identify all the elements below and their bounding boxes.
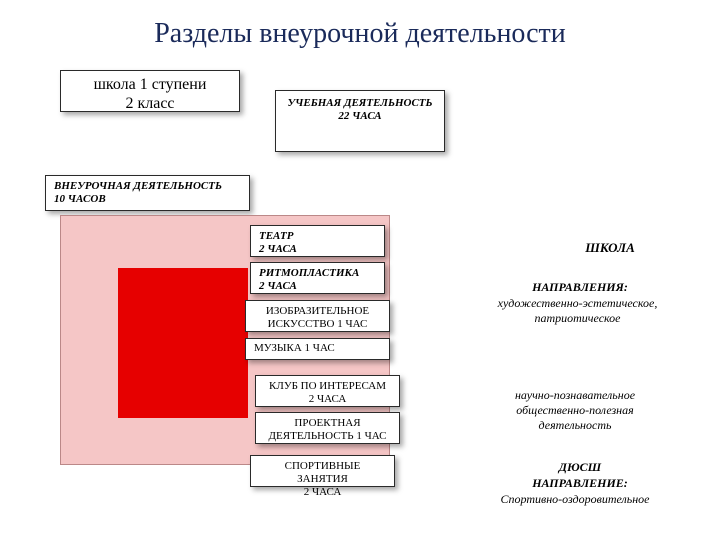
box-extracurricular: ВНЕУРОЧНАЯ ДЕЯТЕЛЬНОСТЬ 10 ЧАСОВ (45, 175, 250, 211)
item-sport: СПОРТИВНЫЕ ЗАНЯТИЯ 2 ЧАСА (250, 455, 395, 487)
box-study-line1: УЧЕБНАЯ ДЕЯТЕЛЬНОСТЬ (284, 97, 436, 110)
right-dir2c: деятельность (460, 418, 690, 433)
right-dir-label2: НАПРАВЛЕНИЕ: (480, 476, 680, 491)
box-extra-line1: ВНЕУРОЧНАЯ ДЕЯТЕЛЬНОСТЬ (54, 180, 241, 193)
right-sport-dir-text: Спортивно-оздоровительное (501, 492, 650, 506)
right-dir-block2: научно-познавательное общественно-полезн… (460, 388, 690, 433)
item-project-l2: ДЕЯТЕЛЬНОСТЬ 1 ЧАС (264, 430, 391, 443)
item-art-l2: ИСКУССТВО 1 ЧАС (254, 318, 381, 331)
item-rhythm-l1: РИТМОПЛАСТИКА (259, 267, 376, 280)
right-dyussh-text: ДЮСШ (559, 460, 601, 474)
item-project: ПРОЕКТНАЯ ДЕЯТЕЛЬНОСТЬ 1 ЧАС (255, 412, 400, 444)
red-block (118, 268, 248, 418)
box-school-line2: 2 класс (69, 94, 231, 113)
box-study-line2: 22 ЧАСА (284, 110, 436, 123)
item-project-l1: ПРОЕКТНАЯ (264, 417, 391, 430)
right-shkola: ШКОЛА (540, 240, 680, 256)
item-music: МУЗЫКА 1 ЧАС (245, 338, 390, 360)
item-art-l1: ИЗОБРАЗИТЕЛЬНОЕ (254, 305, 381, 318)
right-dyussh: ДЮСШ (500, 460, 660, 475)
right-directions-label-text: НАПРАВЛЕНИЯ: (532, 280, 628, 294)
item-music-text: МУЗЫКА 1 ЧАС (254, 342, 335, 354)
red-block-label: ТЕАТРАЛЬНАЯ КАРУСЕЛЬ (118, 300, 248, 329)
item-theatre: ТЕАТР 2 ЧАСА (250, 225, 385, 257)
box-school-grade: школа 1 ступени 2 класс (60, 70, 240, 112)
right-dir1a: художественно-эстетическое, (445, 296, 710, 311)
item-theatre-l1: ТЕАТР (259, 230, 376, 243)
red-label-line2: КАРУСЕЛЬ (118, 314, 248, 328)
item-sport-l2: 2 ЧАСА (259, 486, 386, 499)
item-club: КЛУБ ПО ИНТЕРЕСАМ 2 ЧАСА (255, 375, 400, 407)
item-sport-l1: СПОРТИВНЫЕ ЗАНЯТИЯ (259, 460, 386, 486)
right-sport-dir: Спортивно-оздоровительное (450, 492, 700, 507)
item-rhythm: РИТМОПЛАСТИКА 2 ЧАСА (250, 262, 385, 294)
item-club-l2: 2 ЧАСА (264, 393, 391, 406)
box-school-line1: школа 1 ступени (69, 75, 231, 94)
right-shkola-text: ШКОЛА (585, 240, 635, 255)
red-label-line1: ТЕАТРАЛЬНАЯ (118, 300, 248, 314)
item-rhythm-l2: 2 ЧАСА (259, 280, 376, 293)
box-study-activity: УЧЕБНАЯ ДЕЯТЕЛЬНОСТЬ 22 ЧАСА (275, 90, 445, 152)
box-extra-line2: 10 ЧАСОВ (54, 193, 241, 206)
right-dir-label2-text: НАПРАВЛЕНИЕ: (532, 476, 628, 490)
right-directions-label: НАПРАВЛЕНИЯ: (480, 280, 680, 295)
right-dir2b: общественно-полезная (460, 403, 690, 418)
page-title: Разделы внеурочной деятельности (0, 18, 720, 50)
right-dir2a: научно-познавательное (460, 388, 690, 403)
right-dir-block1: художественно-эстетическое, патриотическ… (445, 296, 710, 326)
right-dir1b: патриотическое (445, 311, 710, 326)
item-art: ИЗОБРАЗИТЕЛЬНОЕ ИСКУССТВО 1 ЧАС (245, 300, 390, 332)
item-club-l1: КЛУБ ПО ИНТЕРЕСАМ (264, 380, 391, 393)
item-theatre-l2: 2 ЧАСА (259, 243, 376, 256)
